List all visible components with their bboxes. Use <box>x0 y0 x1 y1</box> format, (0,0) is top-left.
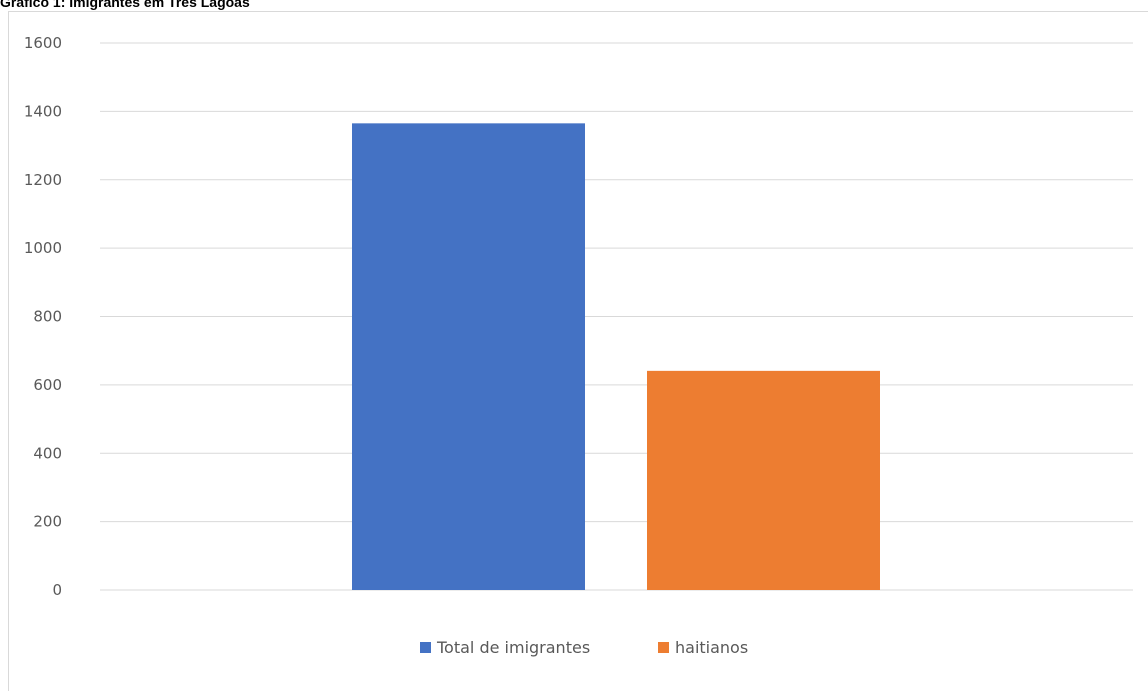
bar-chart: 0 200 400 600 800 1000 1200 1400 1600 Total de i… <box>24 34 1133 657</box>
grid-lines <box>100 42 1133 591</box>
legend-swatch <box>420 642 431 653</box>
legend-label: haitianos <box>675 638 748 657</box>
y-tick-label: 1000 <box>24 239 62 257</box>
y-tick-label: 600 <box>33 376 62 394</box>
y-tick-label: 200 <box>33 513 62 531</box>
legend-swatch <box>658 642 669 653</box>
y-tick-label: 1600 <box>24 34 62 52</box>
legend: Total de imigrantes haitianos <box>420 638 748 657</box>
bars <box>352 123 880 590</box>
chart-frame <box>8 11 1148 691</box>
page-title: Gráfico 1: Imigrantes em Três Lagoas <box>0 0 250 10</box>
y-tick-label: 400 <box>33 444 62 462</box>
y-tick-label: 800 <box>33 308 62 326</box>
y-axis-ticks: 0 200 400 600 800 1000 1200 1400 1600 <box>24 34 62 599</box>
y-tick-label: 1400 <box>24 102 62 120</box>
bar-total-de-imigrantes <box>352 123 585 590</box>
y-tick-label: 1200 <box>24 171 62 189</box>
bar-haitianos <box>647 370 880 590</box>
legend-label: Total de imigrantes <box>436 638 590 657</box>
y-tick-label: 0 <box>52 581 62 599</box>
